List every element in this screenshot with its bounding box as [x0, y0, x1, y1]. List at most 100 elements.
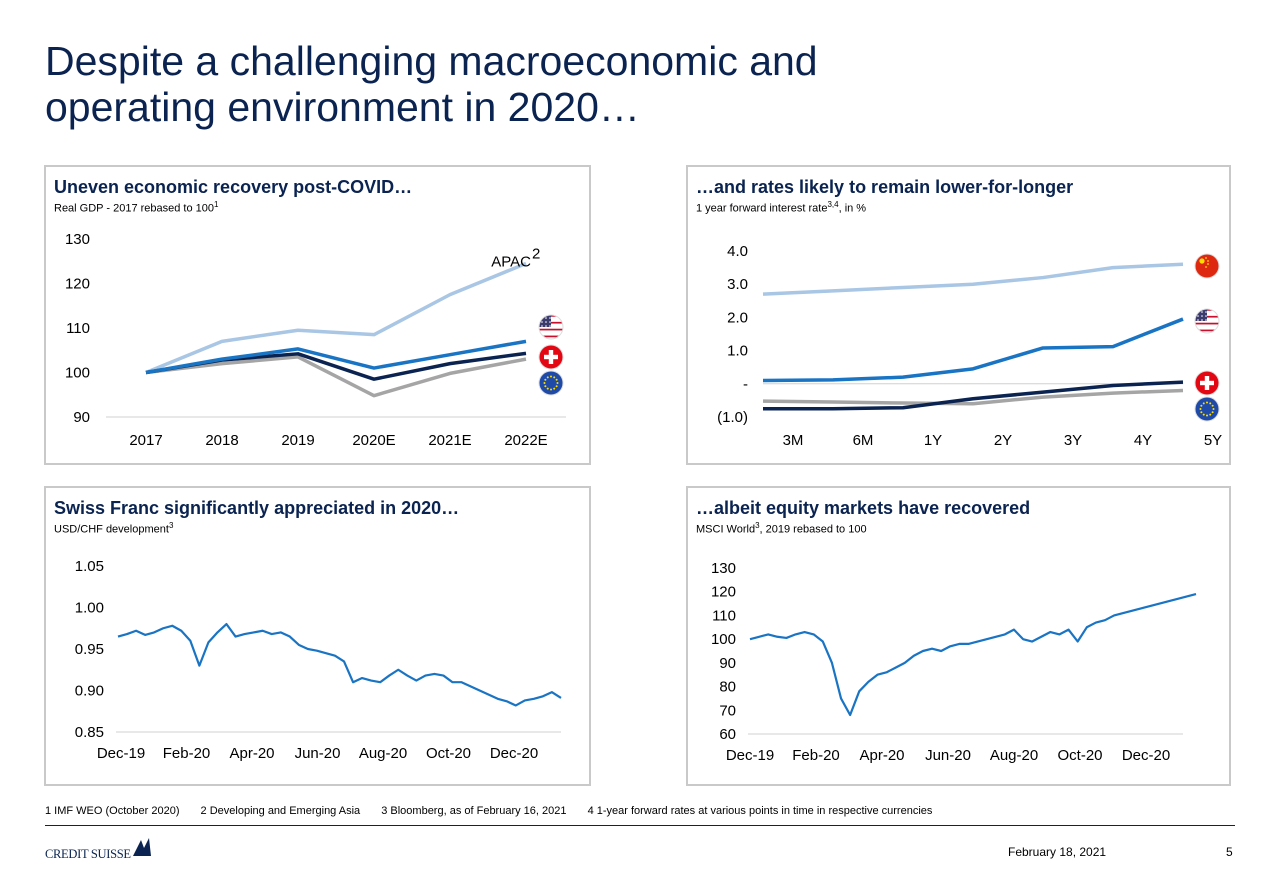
- msci-subtitle-sup: 3: [755, 521, 760, 530]
- chf-y-tick-label: 1.05: [75, 558, 104, 575]
- rates-chart: 4.0 3.0 2.0 1.0 - (1.0) 3M 6M 1Y 2Y 3Y 4Y 5Y: [717, 243, 1222, 449]
- msci-panel-title: …albeit equity markets have recovered: [696, 498, 1031, 518]
- rates-y-tick-label: 2.0: [727, 309, 748, 326]
- gdp-series-line: [145, 339, 527, 375]
- rates-panel: …and rates likely to remain lower-for-lo…: [686, 165, 1231, 465]
- msci-subtitle-suffix: , 2019 rebased to 100: [759, 523, 867, 536]
- footnote-1: 1 IMF WEO (October 2020): [45, 805, 180, 817]
- footer-date: February 18, 2021: [1008, 845, 1107, 859]
- gdp-y-tick-label: 90: [73, 409, 90, 426]
- rates-x-tick-label: 3M: [783, 432, 804, 449]
- rates-y-tick-label: 1.0: [727, 343, 748, 360]
- msci-panel: …albeit equity markets have recovered MS…: [686, 486, 1231, 786]
- chf-y-tick-label: 1.00: [75, 600, 104, 617]
- rates-subtitle-text: 1 year forward interest rate: [696, 202, 828, 215]
- msci-y-tick-label: 120: [711, 584, 736, 601]
- chf-series-line: [117, 623, 562, 707]
- msci-y-tick-label: 130: [711, 560, 736, 577]
- gdp-subtitle-text: Real GDP - 2017 rebased to 100: [54, 202, 215, 215]
- page-title-line-1: Despite a challenging macroeconomic and: [45, 38, 818, 84]
- chf-panel-title: Swiss Franc significantly appreciated in…: [54, 498, 460, 518]
- gdp-x-tick-label: 2017: [129, 432, 162, 449]
- chf-y-tick-label: 0.95: [75, 641, 104, 658]
- page-title-line-2: operating environment in 2020…: [45, 84, 640, 130]
- chf-x-tick-label: Oct-20: [426, 745, 471, 762]
- rates-subtitle-sup: 3,4: [827, 200, 839, 209]
- chf-panel: Swiss Franc significantly appreciated in…: [44, 486, 591, 786]
- chf-chart: 1.05 1.00 0.95 0.90 0.85 Dec-19 Feb-20 Apr-20 Ju…: [75, 558, 562, 762]
- gdp-y-tick-label: 110: [66, 320, 90, 337]
- us-flag-icon: [538, 314, 564, 340]
- eu-flag-icon: [538, 370, 564, 396]
- msci-y-tick-label: 70: [719, 702, 736, 719]
- credit-suisse-logo: CREDIT SUISSE: [45, 838, 151, 861]
- chf-x-tick-label: Dec-19: [97, 745, 145, 762]
- gdp-panel-subtitle: Real GDP - 2017 rebased to 1001: [54, 200, 218, 215]
- msci-x-tick-label: Jun-20: [925, 747, 971, 764]
- msci-x-tick-label: Dec-19: [726, 747, 774, 764]
- footer-divider: [45, 825, 1235, 826]
- footnote-2: 2 Developing and Emerging Asia: [200, 805, 361, 817]
- msci-x-tick-label: Dec-20: [1122, 747, 1170, 764]
- apac-series-label-sup: 2: [532, 245, 540, 262]
- chf-x-tick-label: Dec-20: [490, 745, 538, 762]
- rates-y-tick-label: 3.0: [727, 276, 748, 293]
- chf-y-tick-label: 0.90: [75, 683, 104, 700]
- msci-series-line: [749, 593, 1197, 717]
- gdp-x-tick-label: 2018: [205, 432, 238, 449]
- rates-x-tick-label: 3Y: [1064, 432, 1082, 449]
- gdp-series-line: [145, 261, 527, 375]
- rates-x-tick-label: 4Y: [1134, 432, 1152, 449]
- rates-x-tick-label: 6M: [853, 432, 874, 449]
- gdp-x-tick-label: 2021E: [428, 432, 471, 449]
- rates-x-tick-label: 1Y: [924, 432, 942, 449]
- footnote-3: 3 Bloomberg, as of February 16, 2021: [381, 805, 567, 817]
- page-number: 5: [1226, 845, 1233, 859]
- chf-x-tick-label: Jun-20: [295, 745, 341, 762]
- chf-subtitle-text: USD/CHF development: [54, 523, 169, 536]
- msci-y-tick-label: 110: [712, 607, 736, 624]
- msci-x-tick-label: Aug-20: [990, 747, 1038, 764]
- apac-series-label: APAC: [491, 253, 531, 270]
- msci-x-tick-label: Apr-20: [859, 747, 904, 764]
- footnote-4: 4 1-year forward rates at various points…: [587, 805, 933, 817]
- china-flag-icon: [1194, 253, 1220, 279]
- swiss-flag-icon: [1194, 370, 1220, 396]
- rates-y-tick-label: -: [743, 376, 748, 393]
- rates-panel-subtitle: 1 year forward interest rate3,4, in %: [696, 200, 866, 215]
- msci-y-tick-label: 90: [719, 655, 736, 672]
- gdp-y-tick-label: 130: [65, 231, 90, 248]
- gdp-panel-title: Uneven economic recovery post-COVID…: [54, 177, 413, 197]
- gdp-x-tick-label: 2020E: [352, 432, 395, 449]
- gdp-subtitle-sup: 1: [214, 200, 219, 209]
- rates-series-line: [762, 388, 1184, 406]
- gdp-chart: 130 120 110 100 90 2017 2018 2019 2020E 2021E 2022…: [65, 231, 566, 449]
- rates-x-tick-label: 2Y: [994, 432, 1012, 449]
- chf-panel-subtitle: USD/CHF development3: [54, 521, 173, 536]
- msci-chart: 130 120 110 100 90 80 70 60 Dec-19 Feb-20 Apr-20 Ju…: [711, 560, 1197, 764]
- chf-x-tick-label: Apr-20: [229, 745, 274, 762]
- swiss-flag-icon: [538, 344, 564, 370]
- rates-series-line: [762, 317, 1184, 383]
- rates-series-line: [762, 262, 1184, 296]
- chf-x-tick-label: Feb-20: [163, 745, 211, 762]
- msci-y-tick-label: 100: [711, 631, 736, 648]
- rates-y-tick-label: 4.0: [727, 243, 748, 260]
- chf-y-tick-label: 0.85: [75, 724, 104, 741]
- msci-y-tick-label: 80: [719, 679, 736, 696]
- msci-x-tick-label: Feb-20: [792, 747, 840, 764]
- msci-subtitle-text: MSCI World: [696, 523, 756, 536]
- chf-x-tick-label: Aug-20: [359, 745, 407, 762]
- msci-y-tick-label: 60: [719, 726, 736, 743]
- gdp-panel: Uneven economic recovery post-COVID… Rea…: [44, 165, 591, 465]
- gdp-series-line: [145, 355, 527, 398]
- gdp-x-tick-label: 2019: [281, 432, 314, 449]
- eu-flag-icon: [1194, 396, 1220, 422]
- gdp-y-tick-label: 100: [65, 365, 90, 382]
- gdp-x-tick-label: 2022E: [504, 432, 547, 449]
- chf-subtitle-sup: 3: [168, 521, 174, 530]
- logo-sails-icon: [133, 838, 151, 856]
- msci-x-tick-label: Oct-20: [1057, 747, 1102, 764]
- us-flag-icon: [1194, 308, 1220, 334]
- page-title: Despite a challenging macroeconomic and …: [45, 38, 1045, 130]
